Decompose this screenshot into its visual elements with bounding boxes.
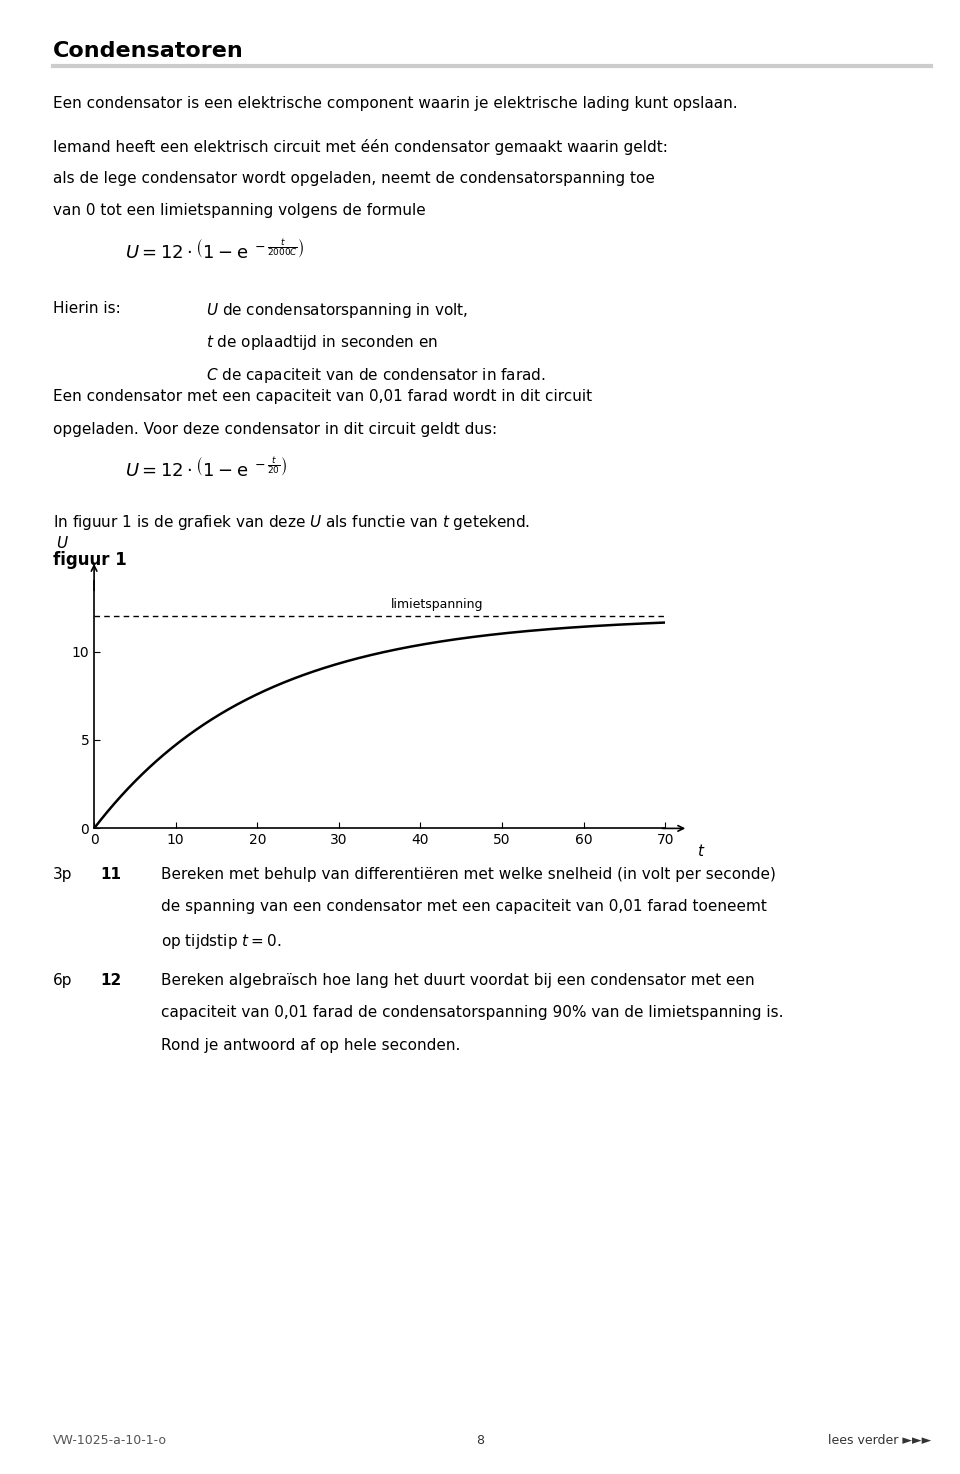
Text: In figuur 1 is de grafiek van deze $U$ als functie van $t$ getekend.: In figuur 1 is de grafiek van deze $U$ a… — [53, 513, 530, 532]
Text: capaciteit van 0,01 farad de condensatorspanning 90% van de limietspanning is.: capaciteit van 0,01 farad de condensator… — [161, 1005, 783, 1020]
Text: 11: 11 — [101, 867, 122, 881]
Text: figuur 1: figuur 1 — [53, 551, 127, 569]
Text: 12: 12 — [101, 973, 122, 988]
Text: Condensatoren: Condensatoren — [53, 41, 244, 62]
Text: Een condensator is een elektrische component waarin je elektrische lading kunt o: Een condensator is een elektrische compo… — [53, 96, 737, 111]
Text: opgeladen. Voor deze condensator in dit circuit geldt dus:: opgeladen. Voor deze condensator in dit … — [53, 422, 497, 436]
Text: als de lege condensator wordt opgeladen, neemt de condensatorspanning toe: als de lege condensator wordt opgeladen,… — [53, 171, 655, 186]
Text: $U = 12 \cdot \left(1 - \mathrm{e}^{\ -\frac{t}{20}}\right)$: $U = 12 \cdot \left(1 - \mathrm{e}^{\ -\… — [125, 457, 287, 481]
Text: limietspanning: limietspanning — [391, 598, 483, 610]
Text: Bereken algebraïsch hoe lang het duurt voordat bij een condensator met een: Bereken algebraïsch hoe lang het duurt v… — [161, 973, 755, 988]
Text: 3p: 3p — [53, 867, 72, 881]
Text: $U$: $U$ — [57, 535, 69, 551]
Text: Iemand heeft een elektrisch circuit met één condensator gemaakt waarin geldt:: Iemand heeft een elektrisch circuit met … — [53, 139, 667, 155]
Text: Bereken met behulp van differentiëren met welke snelheid (in volt per seconde): Bereken met behulp van differentiëren me… — [161, 867, 776, 881]
Text: $C$ de capaciteit van de condensator in farad.: $C$ de capaciteit van de condensator in … — [206, 366, 546, 385]
Text: 6p: 6p — [53, 973, 72, 988]
Text: van 0 tot een limietspanning volgens de formule: van 0 tot een limietspanning volgens de … — [53, 203, 425, 218]
Text: $U = 12 \cdot \left(1 - \mathrm{e}^{\ -\frac{t}{2000C}}\right)$: $U = 12 \cdot \left(1 - \mathrm{e}^{\ -\… — [125, 239, 304, 262]
Text: Rond je antwoord af op hele seconden.: Rond je antwoord af op hele seconden. — [161, 1038, 461, 1052]
Text: de spanning van een condensator met een capaciteit van 0,01 farad toeneemt: de spanning van een condensator met een … — [161, 899, 767, 914]
Text: $t$: $t$ — [697, 843, 706, 859]
Text: op tijdstip $t = 0$.: op tijdstip $t = 0$. — [161, 932, 281, 951]
Text: Een condensator met een capaciteit van 0,01 farad wordt in dit circuit: Een condensator met een capaciteit van 0… — [53, 389, 592, 404]
Text: 8: 8 — [476, 1434, 484, 1447]
Text: $U$ de condensatorspanning in volt,: $U$ de condensatorspanning in volt, — [206, 301, 468, 320]
Text: Hierin is:: Hierin is: — [53, 301, 121, 315]
Text: VW-1025-a-10-1-o: VW-1025-a-10-1-o — [53, 1434, 167, 1447]
Text: lees verder ►►►: lees verder ►►► — [828, 1434, 931, 1447]
Text: $t$ de oplaadtijd in seconden en: $t$ de oplaadtijd in seconden en — [206, 333, 439, 352]
